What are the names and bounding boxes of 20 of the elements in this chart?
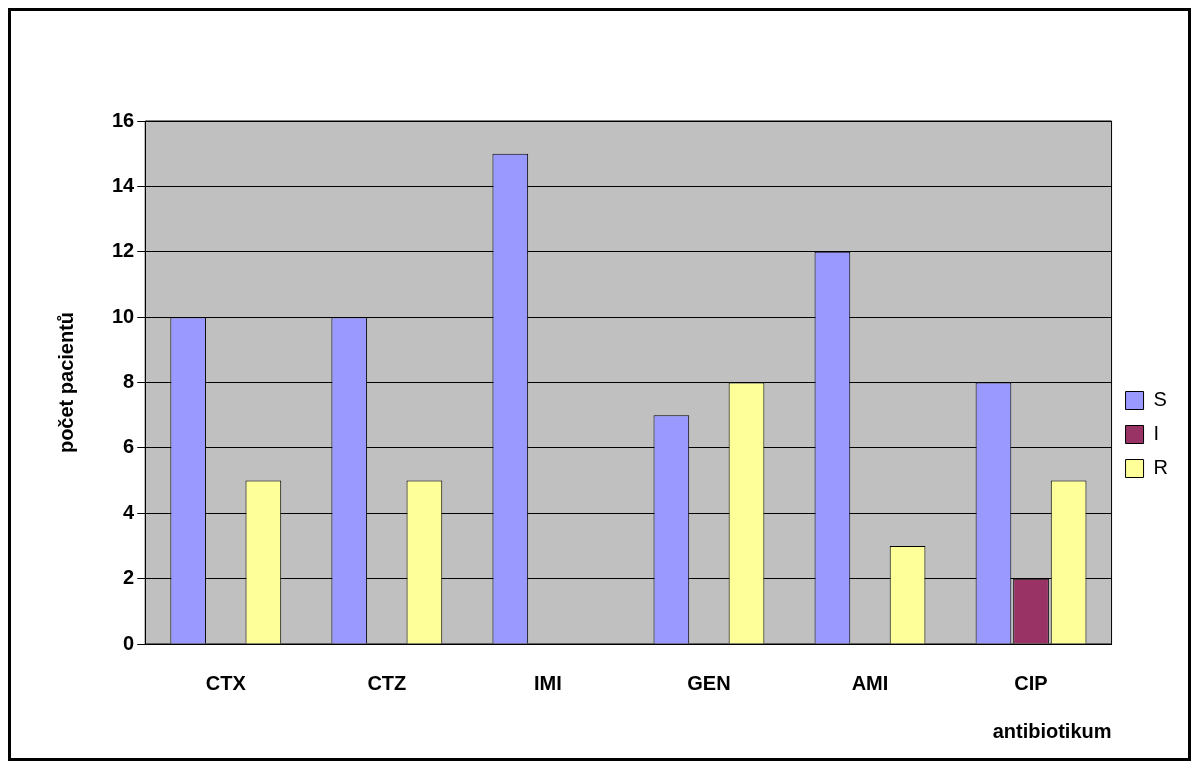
x-tick-label: CTZ (367, 671, 407, 694)
y-tick-label: 8 (123, 370, 135, 393)
legend-label: S (1153, 388, 1167, 411)
y-axis-title: počet pacientů (54, 311, 77, 454)
y-tick-label: 16 (112, 108, 135, 131)
x-tick-label: CIP (1014, 671, 1048, 694)
y-tick-label: 2 (123, 566, 135, 589)
x-tick-label: AMI (851, 671, 889, 694)
y-tick-label: 10 (112, 304, 135, 327)
y-tick-label: 6 (123, 435, 135, 458)
y-tick-label: 4 (123, 500, 136, 523)
legend-label: R (1153, 456, 1169, 479)
y-tick-label: 12 (112, 239, 135, 262)
x-tick-label: IMI (533, 671, 562, 694)
x-tick-label: CTX (205, 671, 247, 694)
x-tick-label: GEN (687, 671, 731, 694)
y-tick-label: 0 (123, 631, 135, 654)
x-axis-title: antibiotikum (992, 719, 1112, 742)
y-tick-label: 14 (112, 173, 136, 196)
legend-label: I (1153, 422, 1160, 445)
